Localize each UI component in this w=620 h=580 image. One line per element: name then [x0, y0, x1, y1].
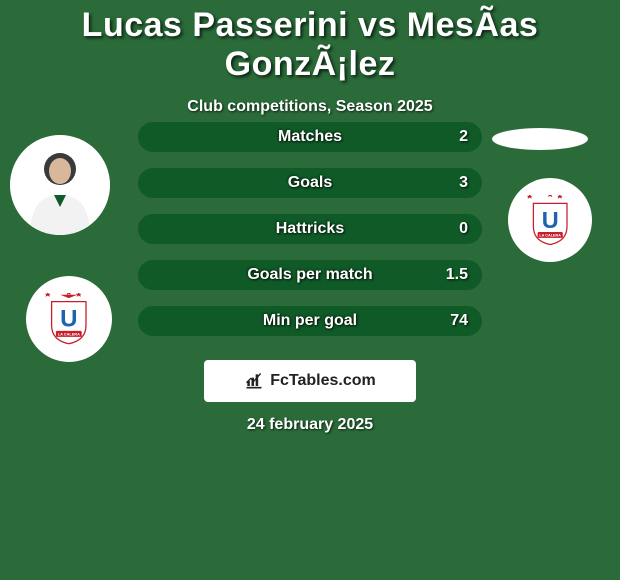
stat-bar-bg — [138, 122, 482, 152]
player-right-avatar-placeholder — [492, 128, 588, 150]
player-left-avatar — [10, 135, 110, 235]
attribution-text: FcTables.com — [270, 372, 376, 390]
club-badge-right: U LA CALERA — [508, 178, 592, 262]
chart-icon — [244, 371, 264, 391]
club-name-text: LA CALERA — [58, 333, 80, 337]
stat-bar-bg — [138, 214, 482, 244]
club-name-text: LA CALERA — [539, 233, 561, 237]
date-text: 24 february 2025 — [0, 416, 620, 434]
stat-bar-row: Goals per match1.5 — [138, 260, 482, 290]
stat-bar-row: Matches2 — [138, 122, 482, 152]
club-logo-icon: U LA CALERA — [43, 293, 95, 345]
season-subtitle: Club competitions, Season 2025 — [0, 98, 620, 116]
svg-text:U: U — [60, 306, 77, 333]
player-silhouette-icon — [10, 135, 110, 235]
club-logo-icon: U LA CALERA — [525, 195, 575, 245]
page-title: Lucas Passerini vs MesÃ­as GonzÃ¡lez — [0, 0, 620, 84]
stat-bar-bg — [138, 306, 482, 336]
club-badge-left: U LA CALERA — [26, 276, 112, 362]
stat-bar-bg — [138, 260, 482, 290]
attribution-badge[interactable]: FcTables.com — [204, 360, 416, 402]
stat-bar-row: Min per goal74 — [138, 306, 482, 336]
svg-text:U: U — [542, 207, 559, 233]
stat-bar-row: Hattricks0 — [138, 214, 482, 244]
stat-bars: Matches2 Goals3 Hattricks0 Goals per match1… — [138, 122, 482, 352]
stat-bar-row: Goals3 — [138, 168, 482, 198]
comparison-infographic: Lucas Passerini vs MesÃ­as GonzÃ¡lez Clu… — [0, 0, 620, 580]
stat-bar-bg — [138, 168, 482, 198]
